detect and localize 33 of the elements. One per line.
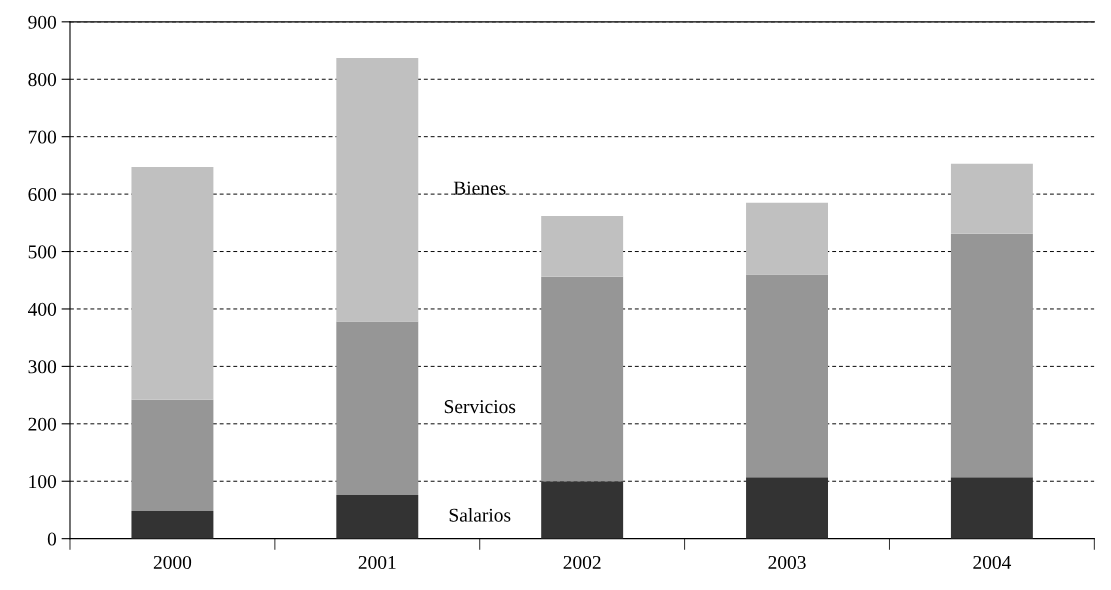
series-label: Salarios xyxy=(449,508,511,522)
bar xyxy=(746,202,829,275)
x-tick-label: 2004 xyxy=(973,555,1012,570)
bar xyxy=(950,163,1033,234)
bar xyxy=(746,274,829,478)
bar xyxy=(541,481,624,539)
x-tick-label: 2001 xyxy=(358,555,396,570)
bar xyxy=(131,399,214,512)
y-tick-label: 400 xyxy=(28,302,57,316)
bar xyxy=(746,477,829,539)
x-tick-label: 2003 xyxy=(768,555,806,570)
bar xyxy=(541,215,624,277)
bar xyxy=(131,167,214,400)
bar xyxy=(950,477,1033,539)
x-tick-label: 2002 xyxy=(563,555,601,570)
y-tick-label: 800 xyxy=(28,73,57,87)
y-tick-label: 500 xyxy=(28,245,57,259)
bar xyxy=(541,276,624,482)
bar xyxy=(131,511,214,539)
y-tick-label: 100 xyxy=(29,475,57,489)
x-tick-label: 2000 xyxy=(153,555,192,570)
y-tick-label: 0 xyxy=(47,532,57,546)
bar xyxy=(336,321,419,496)
bar xyxy=(336,495,419,539)
bar xyxy=(950,233,1033,478)
series-label: Servicios xyxy=(444,400,516,414)
y-tick-label: 600 xyxy=(28,187,57,202)
y-tick-label: 300 xyxy=(28,360,57,374)
y-tick-label: 900 xyxy=(28,15,57,29)
y-tick-label: 200 xyxy=(28,417,57,431)
y-tick-label: 700 xyxy=(28,130,57,144)
series-label: Bienes xyxy=(453,181,506,195)
bar xyxy=(336,58,419,322)
